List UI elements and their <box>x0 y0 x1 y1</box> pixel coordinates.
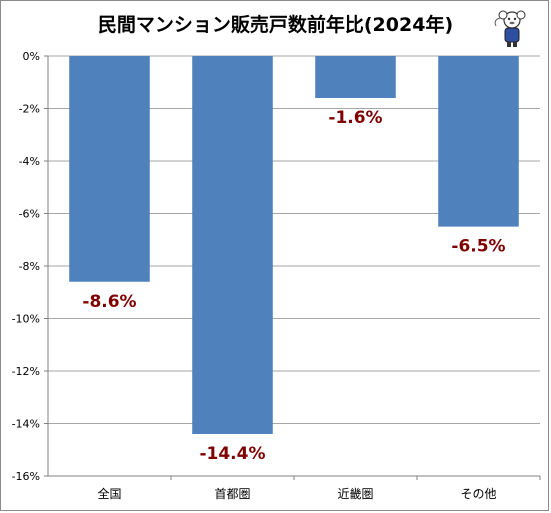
y-tick-label: -12% <box>12 365 40 378</box>
data-label: -1.6% <box>328 108 382 128</box>
x-tick-label: その他 <box>460 487 496 501</box>
x-tick-label: 近畿圏 <box>337 487 373 501</box>
y-tick-label: 0% <box>23 50 40 63</box>
y-tick-label: -2% <box>19 103 40 116</box>
data-label: -6.5% <box>451 237 505 257</box>
bar <box>69 56 150 282</box>
y-tick-label: -4% <box>19 155 40 168</box>
y-tick-label: -10% <box>12 313 40 326</box>
y-tick-label: -14% <box>12 418 40 431</box>
bar <box>315 56 396 98</box>
x-tick-label: 全国 <box>97 486 121 501</box>
data-label: -8.6% <box>82 292 136 312</box>
x-tick-label: 首都圏 <box>214 487 250 501</box>
mascot-logo <box>494 10 526 47</box>
y-tick-label: -16% <box>12 470 40 483</box>
y-tick-label: -8% <box>19 260 40 273</box>
bar <box>192 56 273 434</box>
y-tick-label: -6% <box>19 208 40 221</box>
chart-title: 民間マンション販売戸数前年比(2024年) <box>97 14 454 36</box>
bar <box>438 56 519 227</box>
data-label: -14.4% <box>199 444 265 464</box>
